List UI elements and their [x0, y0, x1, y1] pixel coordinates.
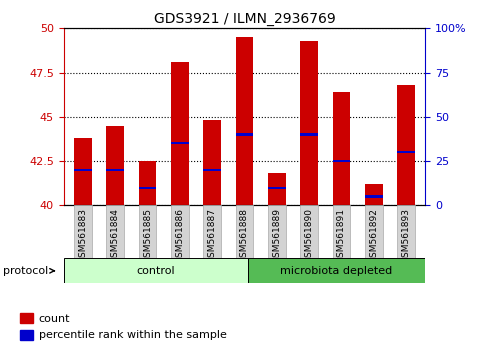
Bar	[300, 133, 317, 136]
Bar	[139, 205, 156, 258]
Bar	[171, 62, 188, 205]
Bar	[364, 205, 382, 258]
Text: GSM561889: GSM561889	[272, 208, 281, 263]
Text: microbiota depleted: microbiota depleted	[280, 266, 392, 276]
Bar	[332, 92, 349, 205]
Bar	[396, 205, 414, 258]
Text: protocol: protocol	[3, 266, 54, 276]
Bar	[300, 41, 317, 205]
Text: GSM561892: GSM561892	[368, 208, 377, 263]
Bar	[396, 85, 414, 205]
Bar	[106, 169, 124, 171]
Bar	[396, 151, 414, 153]
Bar	[235, 37, 253, 205]
Bar	[332, 205, 349, 258]
Text: control: control	[136, 266, 175, 276]
Bar	[235, 205, 253, 258]
Text: GSM561890: GSM561890	[304, 208, 313, 263]
Bar	[106, 126, 124, 205]
Bar	[267, 173, 285, 205]
Bar	[332, 160, 349, 162]
Bar	[235, 133, 253, 136]
Bar	[74, 205, 92, 258]
Text: GSM561883: GSM561883	[78, 208, 87, 263]
Text: GSM561886: GSM561886	[175, 208, 184, 263]
Text: GSM561893: GSM561893	[401, 208, 410, 263]
Legend: count, percentile rank within the sample: count, percentile rank within the sample	[15, 309, 230, 345]
Bar	[364, 184, 382, 205]
Bar	[364, 195, 382, 198]
Bar	[300, 205, 317, 258]
Bar	[267, 187, 285, 189]
Text: GSM561891: GSM561891	[336, 208, 345, 263]
Bar	[171, 142, 188, 144]
Text: GSM561885: GSM561885	[143, 208, 152, 263]
Bar	[63, 258, 247, 283]
Bar	[171, 205, 188, 258]
Text: GSM561887: GSM561887	[207, 208, 216, 263]
Bar	[203, 169, 221, 171]
Bar	[139, 187, 156, 189]
Text: GSM561888: GSM561888	[240, 208, 248, 263]
Bar	[106, 205, 124, 258]
Bar	[74, 138, 92, 205]
Bar	[74, 169, 92, 171]
Bar	[203, 120, 221, 205]
Bar	[247, 258, 425, 283]
Title: GDS3921 / ILMN_2936769: GDS3921 / ILMN_2936769	[153, 12, 335, 26]
Bar	[267, 205, 285, 258]
Bar	[139, 161, 156, 205]
Bar	[203, 205, 221, 258]
Text: GSM561884: GSM561884	[111, 208, 120, 263]
